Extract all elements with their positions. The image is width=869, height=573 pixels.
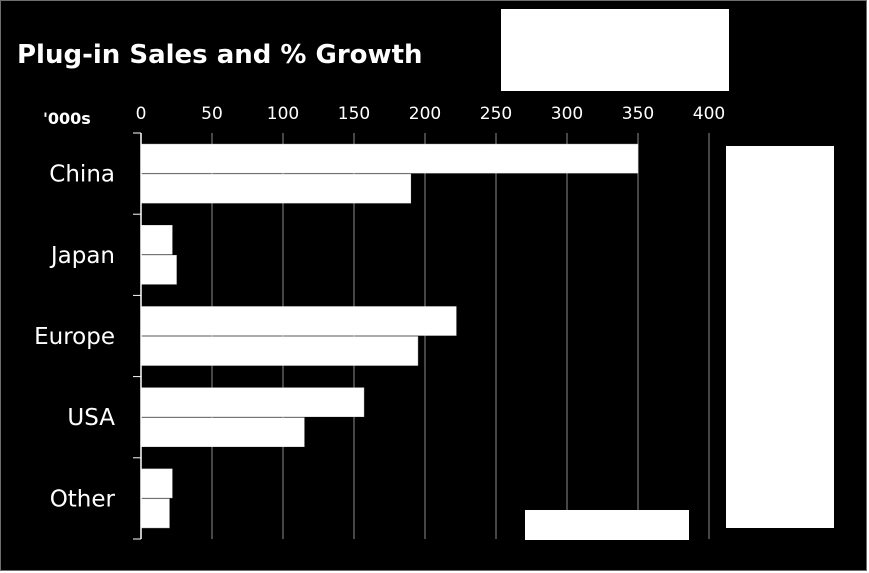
annotation-box: [525, 510, 689, 540]
x-tick-label: 100: [267, 104, 299, 124]
chart-title: Plug-in Sales and % Growth: [17, 40, 423, 70]
x-tick-label: 350: [622, 104, 654, 124]
bar: [140, 255, 177, 285]
bar: [140, 387, 365, 417]
x-tick-label: 250: [480, 104, 512, 124]
x-tick-label: 200: [409, 104, 441, 124]
x-tick-label: 0: [136, 104, 147, 124]
bar: [140, 306, 457, 336]
bar: [140, 417, 305, 447]
bar: [140, 336, 419, 366]
bar: [140, 173, 412, 204]
category-label: Europe: [34, 324, 115, 350]
bar: [140, 225, 173, 255]
unit-label: '000s: [43, 109, 91, 128]
category-label: China: [49, 162, 115, 188]
tick-labels: 0 50 100 150 200 250 300 350 400: [136, 104, 726, 124]
category-label: Other: [50, 486, 116, 512]
bar: [140, 498, 170, 529]
bar: [140, 468, 173, 499]
y-axis-ticks: [133, 132, 141, 540]
side-panel-box: [726, 146, 834, 528]
bar-layer: [140, 143, 639, 529]
x-tick-label: 150: [338, 104, 370, 124]
category-label: USA: [67, 405, 115, 431]
bar: [140, 143, 639, 174]
x-tick-label: 300: [551, 104, 583, 124]
legend-box: [501, 9, 729, 91]
category-label: Japan: [49, 243, 115, 269]
category-labels: China Japan Europe USA Other: [34, 162, 115, 513]
x-tick-label: 400: [693, 104, 725, 124]
x-tick-label: 50: [201, 104, 223, 124]
